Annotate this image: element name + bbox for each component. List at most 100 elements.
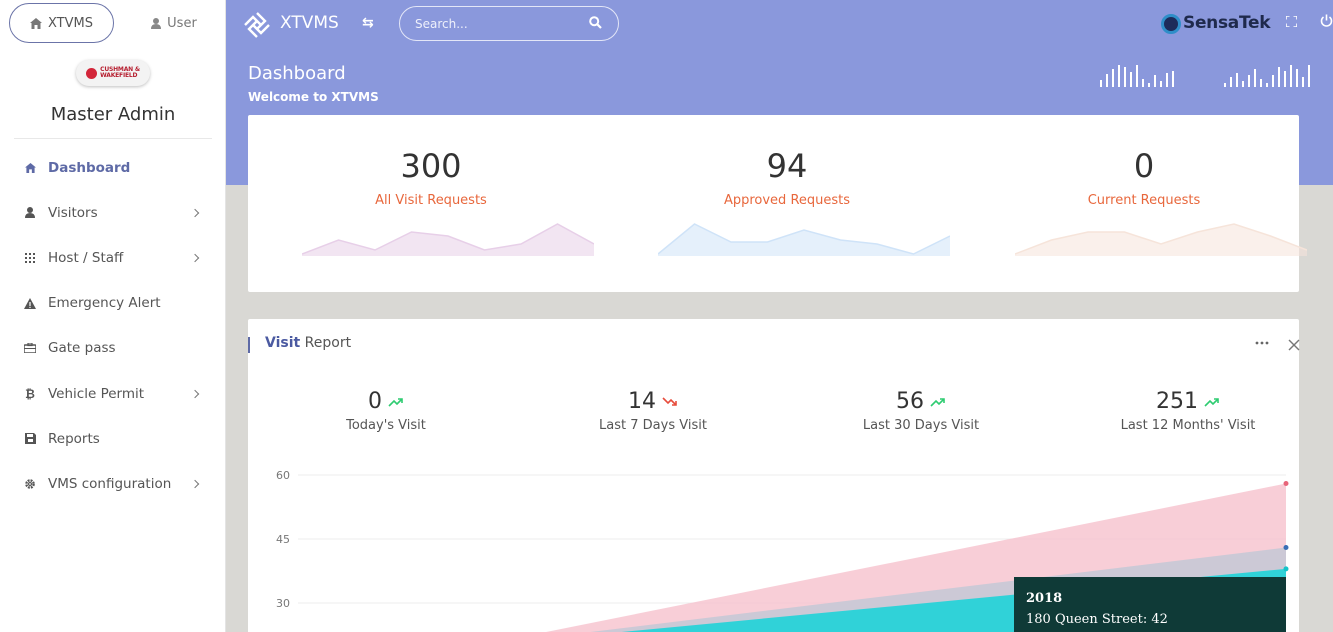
briefcase-icon bbox=[24, 342, 36, 354]
stat-value: 94 bbox=[766, 147, 808, 185]
search-input[interactable] bbox=[415, 16, 585, 32]
stat-value: 300 bbox=[400, 147, 462, 185]
sidebar-item-dashboard[interactable]: Dashboard bbox=[0, 145, 226, 190]
sparkline-line bbox=[658, 223, 950, 255]
gear-icon bbox=[24, 478, 36, 490]
y-tick-label: 60 bbox=[276, 469, 290, 482]
save-icon bbox=[24, 433, 36, 445]
trend-up-icon bbox=[1204, 397, 1219, 407]
sparkline-area bbox=[1015, 224, 1307, 256]
series-point bbox=[1283, 545, 1289, 551]
stat-approved-requests[interactable]: 94 Approved Requests bbox=[622, 115, 952, 292]
sidebar-item-label: Dashboard bbox=[48, 159, 131, 176]
power-icon[interactable] bbox=[1320, 14, 1333, 27]
page-subtitle: Welcome to XTVMS bbox=[248, 90, 379, 104]
sidebar-item-label: Vehicle Permit bbox=[48, 385, 145, 402]
y-tick-label: 45 bbox=[276, 533, 290, 546]
sidebar-nav: Dashboard Visitors Host / Staff Emergenc… bbox=[0, 145, 226, 507]
tooltip-line: 180 Queen Street: 42 bbox=[1026, 612, 1168, 627]
sidebar-item-host-staff[interactable]: Host / Staff bbox=[0, 235, 226, 280]
visit-report-card: Visit Report 0 Today's Visit 14 Last 7 D… bbox=[248, 319, 1300, 632]
sidebar-divider bbox=[14, 138, 212, 139]
sidebar-item-emergency-alert[interactable]: Emergency Alert bbox=[0, 281, 226, 326]
search-icon[interactable] bbox=[589, 16, 602, 29]
tab-home-label: XTVMS bbox=[48, 15, 93, 31]
stat-current-requests[interactable]: 0 Current Requests bbox=[979, 115, 1309, 292]
tooltip-title: 2018 bbox=[1026, 591, 1063, 606]
logo-text: CUSHMAN & WAKEFIELD bbox=[100, 67, 140, 79]
stat-value: 0 bbox=[1133, 147, 1155, 185]
home-icon bbox=[30, 17, 42, 29]
report-title-rest: Report bbox=[304, 335, 352, 351]
chart-tooltip: 2018 180 Queen Street: 42 bbox=[1014, 577, 1286, 632]
logo-line2: WAKEFIELD bbox=[100, 72, 138, 79]
grid-icon bbox=[24, 252, 36, 264]
kpi-label: Last 7 Days Visit bbox=[599, 418, 707, 433]
bitcoin-icon: ₿ bbox=[25, 386, 35, 401]
sidebar-item-gate-pass[interactable]: Gate pass bbox=[0, 326, 226, 371]
kpi-last-7-days: 14 Last 7 Days Visit bbox=[533, 389, 773, 433]
report-title: Visit Report bbox=[265, 335, 351, 351]
swap-icon[interactable]: ⇆ bbox=[362, 15, 374, 31]
partner-logo: SensaTek bbox=[1161, 11, 1271, 37]
trend-up-icon bbox=[930, 397, 945, 407]
sidebar-item-label: Emergency Alert bbox=[48, 295, 161, 312]
sidebar: XTVMS User CUSHMAN & WAKEFIELD Master Ad… bbox=[0, 0, 226, 632]
kpi-label: Today's Visit bbox=[346, 418, 426, 433]
sidebar-item-reports[interactable]: Reports bbox=[0, 416, 226, 461]
kpi-value: 14 bbox=[628, 389, 656, 414]
kpi-todays-visit: 0 Today's Visit bbox=[266, 389, 506, 433]
kpi-last-12-months: 251 Last 12 Months' Visit bbox=[1068, 389, 1308, 433]
sidebar-item-visitors[interactable]: Visitors bbox=[0, 190, 226, 235]
logo-line1: CUSHMAN & bbox=[100, 66, 140, 73]
user-icon bbox=[151, 17, 162, 29]
stat-sparkline bbox=[1015, 223, 1307, 256]
sparkline-area bbox=[658, 224, 950, 256]
stat-all-visit-requests[interactable]: 300 All Visit Requests bbox=[266, 115, 596, 292]
sidebar-item-label: Gate pass bbox=[48, 340, 116, 357]
series-point bbox=[1283, 481, 1289, 487]
brand-logo-icon[interactable] bbox=[243, 11, 271, 39]
stats-card: 300 All Visit Requests 94 Approved Reque… bbox=[248, 115, 1307, 292]
stat-sparkline bbox=[302, 223, 594, 256]
tab-user[interactable]: User bbox=[129, 3, 219, 43]
sparkline-area bbox=[302, 224, 594, 256]
sidebar-item-vms-configuration[interactable]: VMS configuration bbox=[0, 461, 226, 506]
more-icon[interactable] bbox=[1255, 337, 1269, 349]
user-icon bbox=[24, 207, 36, 219]
close-icon[interactable] bbox=[1288, 339, 1300, 351]
warning-icon bbox=[24, 297, 36, 309]
brand-name: XTVMS bbox=[280, 13, 339, 33]
sidebar-item-label: VMS configuration bbox=[48, 475, 172, 492]
client-logo: CUSHMAN & WAKEFIELD bbox=[76, 60, 150, 86]
trend-down-icon bbox=[662, 396, 677, 406]
series-point bbox=[1283, 566, 1289, 572]
chevron-right-icon bbox=[190, 389, 200, 398]
kpi-last-30-days: 56 Last 30 Days Visit bbox=[801, 389, 1041, 433]
report-title-bold: Visit bbox=[265, 335, 301, 351]
decor-bars-left bbox=[1100, 63, 1174, 87]
partner-logo-mark-icon bbox=[1161, 14, 1181, 34]
stat-label: Current Requests bbox=[1087, 193, 1201, 208]
sidebar-item-label: Visitors bbox=[48, 204, 98, 221]
chevron-right-icon bbox=[190, 479, 200, 489]
tab-user-label: User bbox=[167, 15, 197, 31]
stat-label: All Visit Requests bbox=[375, 193, 487, 208]
fullscreen-icon[interactable] bbox=[1286, 16, 1297, 27]
tab-home[interactable]: XTVMS bbox=[9, 3, 114, 43]
chevron-right-icon bbox=[190, 253, 200, 263]
admin-name: Master Admin bbox=[50, 104, 176, 125]
trend-up-icon bbox=[388, 397, 403, 407]
chevron-right-icon bbox=[190, 208, 200, 218]
page-title: Dashboard bbox=[248, 63, 346, 84]
kpi-value: 251 bbox=[1156, 389, 1198, 414]
stat-sparkline bbox=[658, 223, 950, 256]
sidebar-item-vehicle-permit[interactable]: ₿ Vehicle Permit bbox=[0, 371, 226, 416]
search-box bbox=[399, 6, 619, 41]
home-icon bbox=[24, 162, 36, 174]
top-bar: XTVMS ⇆ SensaTek bbox=[226, 0, 1333, 50]
sidebar-item-label: Host / Staff bbox=[48, 249, 124, 266]
kpi-label: Last 12 Months' Visit bbox=[1120, 418, 1256, 433]
kpi-label: Last 30 Days Visit bbox=[862, 418, 980, 433]
sidebar-item-label: Reports bbox=[48, 430, 100, 447]
